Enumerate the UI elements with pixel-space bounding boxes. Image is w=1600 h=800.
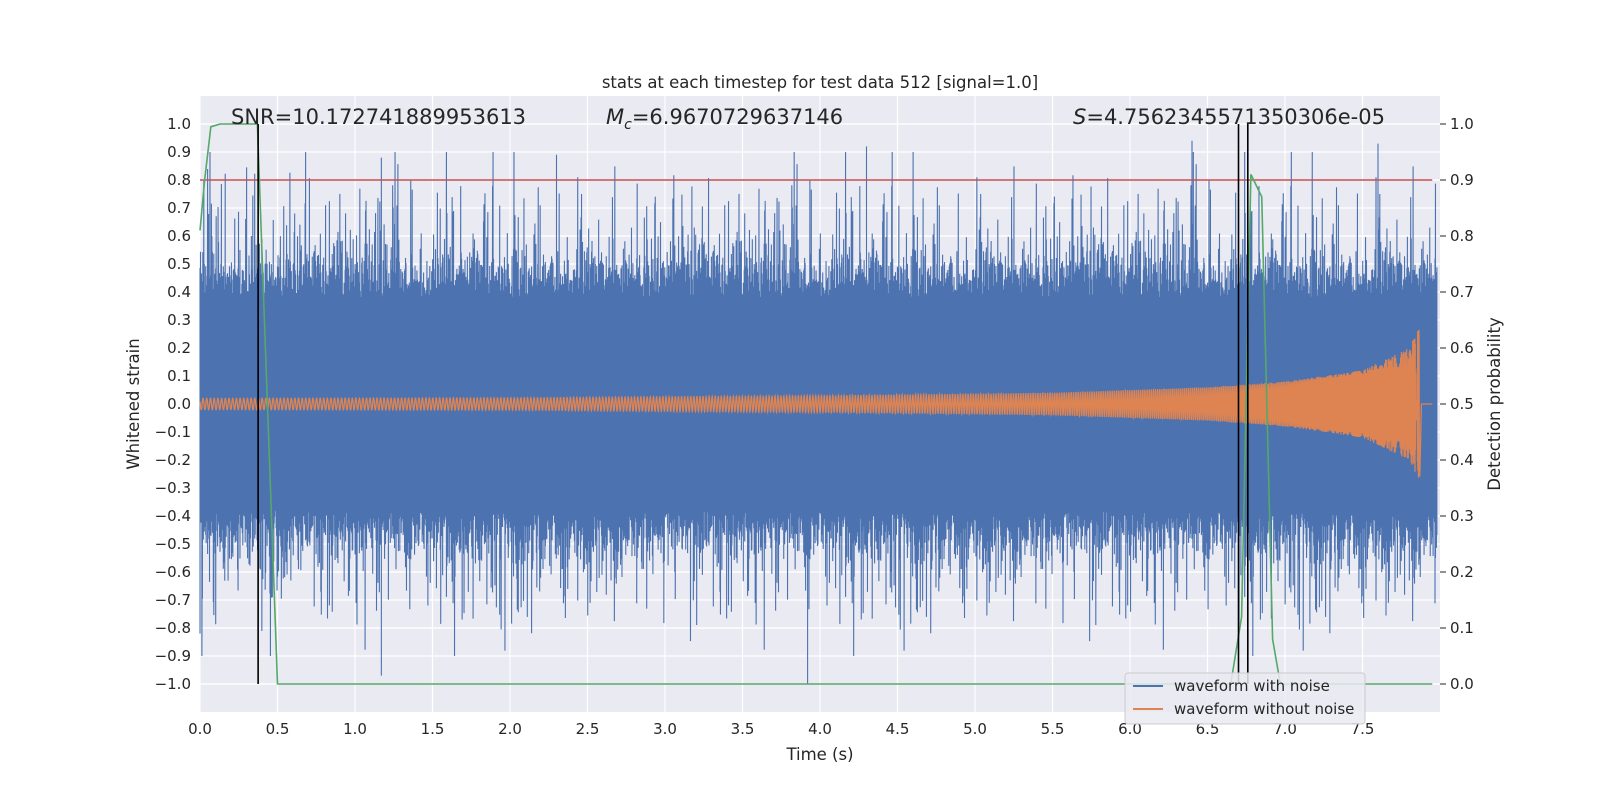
y-tick-label: 0.8 <box>167 171 191 189</box>
y-tick-label: 0.7 <box>167 199 191 217</box>
x-tick-label: 1.0 <box>343 720 367 738</box>
y-right-tick-label: 0.6 <box>1450 339 1474 357</box>
y-tick-label: 0.0 <box>167 395 191 413</box>
snr-annotation: SNR=10.172741889953613 <box>231 105 526 129</box>
y-tick-label: −0.3 <box>155 479 191 497</box>
y-tick-label: 0.9 <box>167 143 191 161</box>
y-tick-label: −0.5 <box>155 535 191 553</box>
x-tick-label: 3.5 <box>731 720 755 738</box>
y-right-tick-label: 0.1 <box>1450 619 1474 637</box>
y-right-tick-label: 0.2 <box>1450 563 1474 581</box>
y-axis-right-label: Detection probability <box>1485 317 1504 491</box>
legend: waveform with noise waveform without noi… <box>1124 672 1366 725</box>
y-tick-label: −0.2 <box>155 451 191 469</box>
x-tick-label: 5.5 <box>1041 720 1065 738</box>
y-tick-label: 1.0 <box>167 115 191 133</box>
legend-label-noise: waveform with noise <box>1174 677 1330 695</box>
y-tick-label: 0.6 <box>167 227 191 245</box>
mc-annotation: Mc=6.9670729637146 <box>606 105 843 133</box>
x-tick-label: 4.5 <box>886 720 910 738</box>
y-right-tick-label: 0.7 <box>1450 283 1474 301</box>
s-annotation: S=4.7562345571350306e-05 <box>1073 105 1385 129</box>
x-tick-label: 0.5 <box>266 720 290 738</box>
x-tick-label: 2.0 <box>498 720 522 738</box>
x-tick-label: 5.0 <box>963 720 987 738</box>
x-tick-label: 0.0 <box>188 720 212 738</box>
y-right-tick-label: 0.5 <box>1450 395 1474 413</box>
y-right-tick-label: 0.4 <box>1450 451 1474 469</box>
legend-label-clean: waveform without noise <box>1174 700 1354 718</box>
y-tick-label: −1.0 <box>155 675 191 693</box>
series-line-waveform-with-noise <box>199 140 1438 684</box>
y-right-tick-label: 1.0 <box>1450 115 1474 133</box>
x-tick-label: 2.5 <box>576 720 600 738</box>
x-tick-label: 3.0 <box>653 720 677 738</box>
y-axis-label: Whitened strain <box>124 338 143 469</box>
y-right-tick-label: 0.3 <box>1450 507 1474 525</box>
y-tick-label: −0.8 <box>155 619 191 637</box>
y-tick-label: 0.1 <box>167 367 191 385</box>
chart-title: stats at each timestep for test data 512… <box>602 73 1038 92</box>
y-right-tick-labels: 1.0 0.9 0.8 0.7 0.6 0.5 0.4 0.3 0.2 0.1 0.0 <box>1440 115 1474 693</box>
x-axis-label: Time (s) <box>785 745 853 764</box>
y-tick-label: 0.4 <box>167 283 191 301</box>
y-tick-label: 0.2 <box>167 339 191 357</box>
y-right-tick-label: 0.8 <box>1450 227 1474 245</box>
series-line-waveform-without-noise <box>199 329 1433 478</box>
y-tick-label: −0.1 <box>155 423 191 441</box>
y-tick-label: 0.5 <box>167 255 191 273</box>
legend-box <box>1124 672 1366 725</box>
x-tick-label: 4.0 <box>808 720 832 738</box>
y-tick-labels: 1.0 0.9 0.8 0.7 0.6 0.5 0.4 0.3 0.2 0.1 0.0 −0.1 −0.… <box>155 115 191 693</box>
y-tick-label: −0.9 <box>155 647 191 665</box>
y-tick-label: −0.4 <box>155 507 191 525</box>
y-tick-label: −0.7 <box>155 591 191 609</box>
y-tick-label: 0.3 <box>167 311 191 329</box>
x-tick-label: 1.5 <box>421 720 445 738</box>
y-tick-label: −0.6 <box>155 563 191 581</box>
y-right-tick-label: 0.0 <box>1450 675 1474 693</box>
y-right-tick-label: 0.9 <box>1450 171 1474 189</box>
